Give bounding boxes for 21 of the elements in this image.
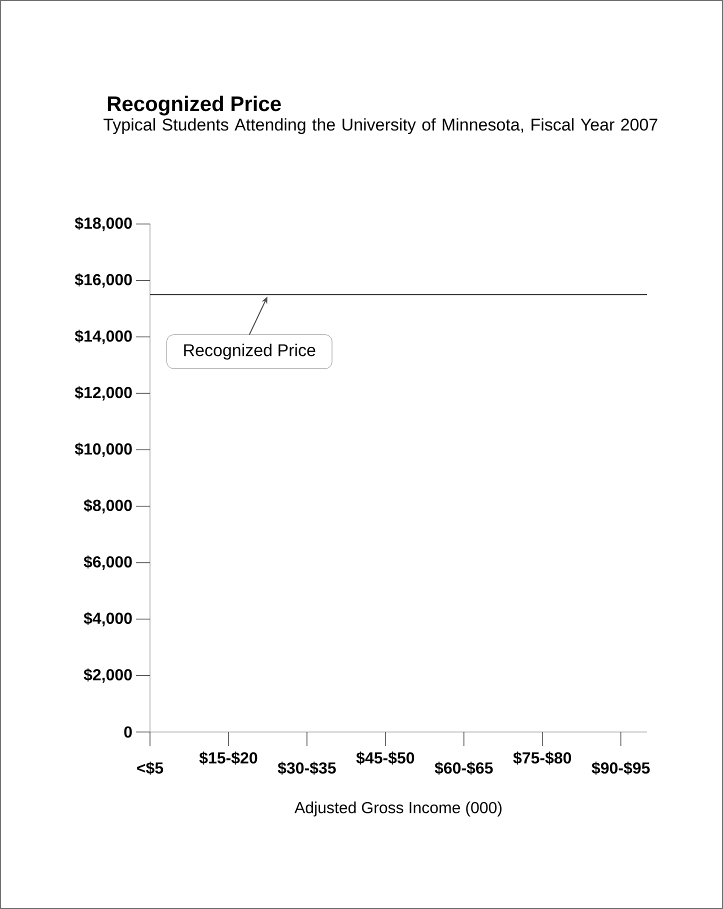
x-tick-label: <$5 bbox=[137, 762, 164, 775]
y-tick-label: $16,000 bbox=[74, 273, 132, 288]
x-tick-label: $75-$80 bbox=[513, 752, 572, 765]
y-tick-label: 0 bbox=[124, 726, 132, 738]
y-tick-label: $18,000 bbox=[74, 216, 132, 232]
y-tick-label: $14,000 bbox=[74, 330, 132, 344]
x-axis-title: Adjusted Gross Income (000) bbox=[294, 802, 502, 816]
y-tick-label: $12,000 bbox=[74, 386, 132, 401]
y-tick-label: $8,000 bbox=[84, 499, 132, 514]
x-tick-label: $45-$50 bbox=[356, 752, 414, 765]
x-tick-label: $60-$65 bbox=[434, 762, 493, 775]
y-tick-label: $6,000 bbox=[84, 555, 132, 570]
y-tick-label: $10,000 bbox=[74, 442, 132, 457]
y-tick-label: $2,000 bbox=[84, 668, 132, 683]
x-tick-label: $30-$35 bbox=[278, 762, 336, 775]
y-tick-label: $4,000 bbox=[84, 612, 132, 626]
chart-title: Recognized Price bbox=[108, 96, 281, 116]
x-tick-label: $90-$95 bbox=[592, 762, 650, 775]
x-tick-label: $15-$20 bbox=[199, 752, 258, 765]
chart-subtitle: Typical Students Attending the University of Minnesota, Fiscal Year 2007 bbox=[104, 118, 658, 134]
annotation: Recognized Price bbox=[184, 344, 316, 360]
